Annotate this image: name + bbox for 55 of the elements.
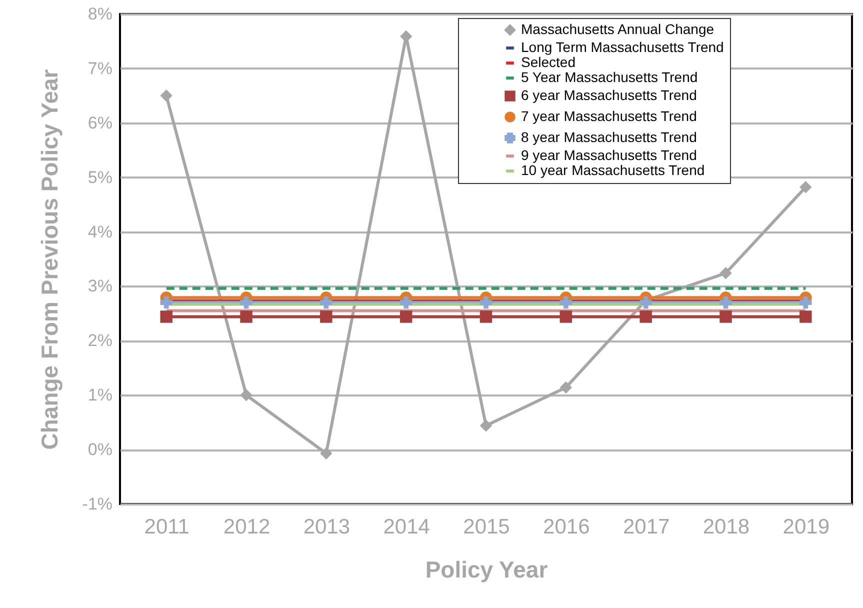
y-tick-label: 4% bbox=[88, 222, 112, 242]
point bbox=[640, 296, 652, 309]
point bbox=[800, 181, 812, 194]
point bbox=[560, 381, 572, 394]
point bbox=[160, 310, 172, 323]
x-tick-label: 2018 bbox=[702, 516, 750, 538]
point bbox=[160, 296, 172, 309]
point bbox=[800, 310, 812, 323]
point bbox=[720, 310, 732, 323]
point bbox=[480, 296, 492, 309]
point bbox=[720, 267, 732, 280]
point bbox=[720, 296, 732, 309]
legend-label: 8 year Massachusetts Trend bbox=[521, 129, 697, 145]
x-axis-title: Policy Year bbox=[425, 556, 548, 582]
point bbox=[160, 90, 172, 102]
point bbox=[240, 388, 252, 402]
y-tick-label: 0% bbox=[88, 440, 112, 460]
point bbox=[640, 310, 652, 323]
x-tick-label: 2016 bbox=[543, 516, 590, 538]
point bbox=[320, 296, 332, 309]
y-tick-label: 7% bbox=[88, 58, 112, 78]
x-tick-label: 2017 bbox=[622, 516, 670, 538]
legend-label: Massachusetts Annual Change bbox=[521, 21, 714, 37]
point bbox=[560, 310, 572, 323]
point bbox=[400, 310, 412, 323]
y-tick-label: -1% bbox=[82, 494, 112, 514]
x-tick-label: 2011 bbox=[144, 516, 190, 538]
legend-label: 10 year Massachusetts Trend bbox=[521, 162, 705, 178]
point bbox=[400, 296, 412, 309]
point bbox=[320, 310, 332, 323]
x-tick-label: 2013 bbox=[303, 516, 350, 538]
legend-label: Selected bbox=[521, 54, 576, 70]
y-tick-label: 8% bbox=[88, 4, 112, 24]
legend-label: 6 year Massachusetts Trend bbox=[521, 87, 697, 103]
point bbox=[240, 310, 252, 323]
legend-label: 9 year Massachusetts Trend bbox=[521, 147, 697, 163]
legend-label: Long Term Massachusetts Trend bbox=[521, 39, 724, 55]
legend-label: 7 year Massachusetts Trend bbox=[521, 108, 697, 124]
x-tick-label: 2015 bbox=[463, 516, 510, 538]
y-tick-label: 1% bbox=[88, 386, 112, 405]
y-tick-label: 3% bbox=[88, 276, 112, 296]
point bbox=[560, 296, 572, 309]
y-tick-label: 5% bbox=[88, 168, 112, 187]
point bbox=[320, 447, 332, 460]
x-tick-label: 2012 bbox=[223, 516, 270, 538]
y-tick-label: 2% bbox=[88, 331, 112, 350]
y-tick-label: 6% bbox=[88, 113, 112, 132]
legend-label: 5 Year Massachusetts Trend bbox=[521, 69, 698, 85]
point bbox=[480, 310, 492, 323]
point bbox=[240, 296, 252, 309]
x-tick-label: 2019 bbox=[782, 516, 830, 538]
x-tick-label: 2014 bbox=[383, 516, 430, 538]
point bbox=[800, 296, 812, 309]
y-axis-title: Change From Previous Policy Year bbox=[36, 69, 62, 450]
point bbox=[480, 419, 492, 432]
